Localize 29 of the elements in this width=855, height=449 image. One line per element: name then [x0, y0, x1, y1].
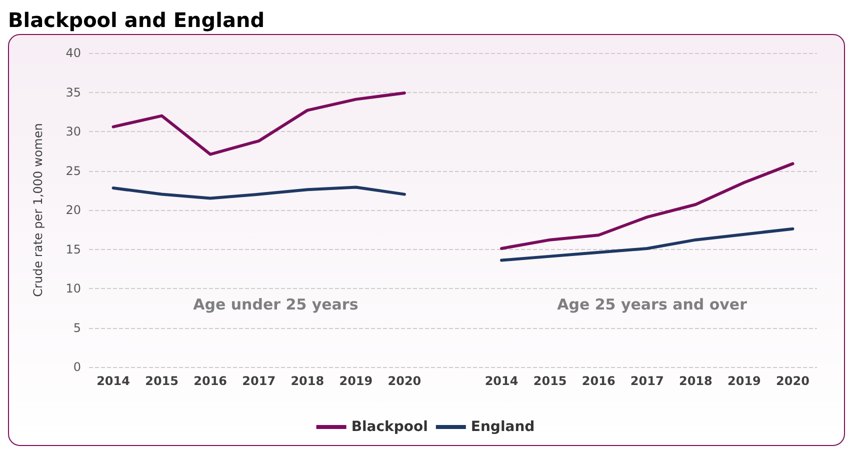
y-tick-label: 25: [66, 164, 81, 178]
x-tick-label: 2019: [339, 374, 373, 388]
x-tick-label: 2015: [533, 374, 567, 388]
y-tick-label: 30: [66, 124, 81, 138]
y-tick-label: 35: [66, 85, 81, 100]
x-tick-label: 2018: [290, 374, 324, 388]
x-tick-label: 2017: [242, 374, 276, 388]
x-tick-label: 2016: [582, 374, 616, 388]
legend-label: England: [470, 419, 535, 435]
annotation: Age 25 years and over: [557, 296, 748, 314]
y-axis-title: Crude rate per 1,000 women: [31, 123, 45, 297]
y-tick-label: 5: [73, 320, 81, 335]
y-tick-label: 10: [66, 282, 81, 296]
y-tick-label: 40: [66, 46, 81, 60]
x-tick-label: 2016: [194, 374, 228, 388]
x-tick-label: 2020: [388, 374, 422, 388]
annotation: Age under 25 years: [193, 296, 358, 314]
x-tick-label: 2014: [484, 374, 518, 388]
x-tick-label: 2017: [630, 374, 664, 388]
x-tick-label: 2015: [145, 374, 179, 388]
x-tick-label: 2020: [776, 374, 810, 388]
legend-label: Blackpool: [351, 419, 428, 435]
y-tick-label: 0: [73, 360, 81, 374]
chart-title: Blackpool and England: [8, 8, 266, 32]
x-tick-label: 2019: [727, 374, 761, 388]
y-tick-label: 15: [66, 242, 81, 256]
x-tick-label: 2014: [96, 374, 130, 388]
x-tick-label: 2018: [678, 374, 712, 388]
y-tick-label: 20: [66, 203, 81, 217]
